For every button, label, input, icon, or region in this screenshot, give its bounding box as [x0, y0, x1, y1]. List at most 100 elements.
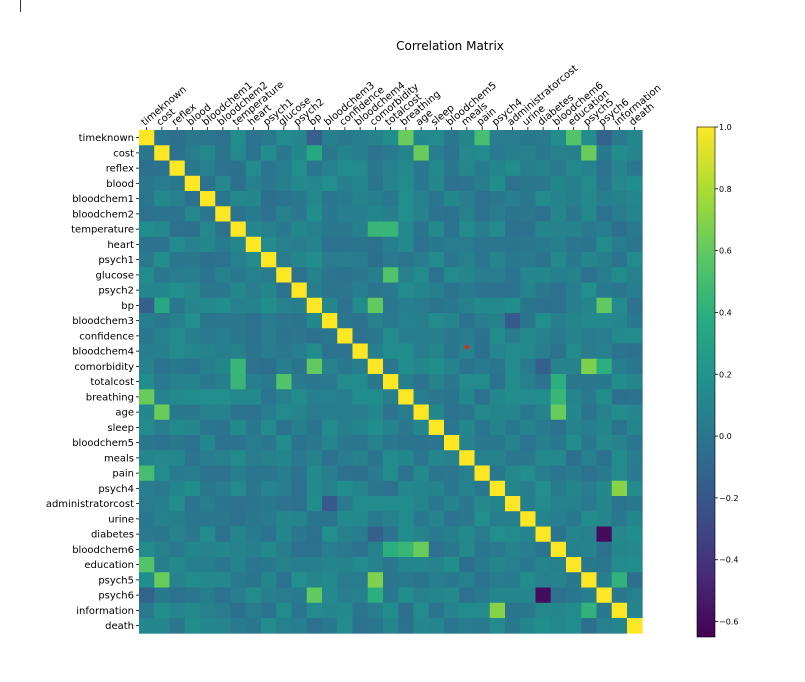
heatmap-cell: [322, 343, 338, 360]
heatmap-cell: [306, 404, 323, 421]
heatmap-cell: [474, 496, 491, 512]
heatmap-cell: [200, 374, 216, 390]
heatmap-cell: [322, 572, 338, 588]
heatmap-cell: [398, 404, 414, 421]
heatmap-cell: [306, 282, 323, 299]
heatmap-cell: [337, 328, 353, 344]
heatmap-cell: [505, 267, 521, 283]
heatmap-cell: [627, 145, 643, 161]
heatmap-cell: [245, 175, 262, 192]
heatmap-cell: [398, 252, 414, 268]
heatmap-cell: [474, 465, 491, 482]
heatmap-cell: [322, 236, 338, 253]
heatmap-cell: [383, 267, 399, 283]
heatmap-cell: [306, 175, 323, 192]
heatmap-cell: [413, 130, 430, 146]
heatmap-cell: [276, 587, 292, 604]
heatmap-cell: [367, 130, 384, 146]
heatmap-cell: [520, 557, 536, 573]
heatmap-cell: [139, 343, 155, 360]
heatmap-cell: [520, 175, 536, 192]
row-label: sleep: [107, 423, 134, 434]
heatmap-cell: [337, 511, 353, 527]
heatmap-cell: [611, 465, 628, 482]
heatmap-cell: [215, 191, 231, 207]
heatmap-cell: [505, 389, 521, 405]
heatmap-cell: [444, 572, 460, 588]
heatmap-cell: [306, 541, 323, 558]
row-label: bloodchem3: [72, 316, 134, 327]
heatmap-cell: [367, 389, 384, 405]
heatmap-cell: [627, 496, 643, 512]
heatmap-cell: [367, 618, 384, 634]
heatmap-cell: [306, 419, 323, 436]
heatmap-cell: [169, 389, 186, 405]
heatmap-cell: [352, 465, 369, 482]
heatmap-cell: [550, 587, 567, 604]
heatmap-cell: [596, 526, 613, 543]
heatmap-cell: [611, 313, 628, 329]
heatmap-cell: [398, 358, 414, 375]
heatmap-cell: [169, 572, 186, 588]
heatmap-cell: [184, 526, 201, 543]
heatmap-cell: [276, 313, 292, 329]
heatmap-cell: [505, 297, 521, 314]
heatmap-cell: [230, 328, 247, 344]
heatmap-cell: [474, 541, 491, 558]
heatmap-cell: [184, 419, 201, 436]
heatmap-cell: [383, 313, 399, 329]
heatmap-cell: [413, 480, 430, 497]
heatmap-cell: [291, 267, 308, 283]
heatmap-cell: [428, 191, 445, 207]
heatmap-cell: [596, 419, 613, 436]
heatmap-cell: [596, 313, 613, 329]
heatmap-cell: [139, 389, 155, 405]
heatmap-cell: [383, 465, 399, 482]
red-dot-marker: [464, 344, 470, 350]
heatmap-cell: [352, 557, 369, 573]
heatmap-cell: [245, 450, 262, 466]
heatmap-cell: [596, 602, 613, 619]
heatmap-cell: [383, 297, 399, 314]
heatmap-cell: [428, 480, 445, 497]
column-labels: timeknowncostreflexbloodbloodchem1bloodc…: [139, 63, 664, 130]
heatmap-cell: [215, 358, 231, 375]
heatmap-cell: [276, 480, 292, 497]
heatmap-cell: [550, 511, 567, 527]
heatmap-cell: [276, 343, 292, 360]
heatmap-cell: [520, 252, 536, 268]
heatmap-cell: [367, 450, 384, 466]
heatmap-cell: [398, 236, 414, 253]
heatmap-cell: [367, 145, 384, 161]
heatmap-cell: [413, 252, 430, 268]
heatmap-cell: [566, 618, 582, 634]
heatmap-cell: [184, 267, 201, 283]
heatmap-cell: [352, 297, 369, 314]
heatmap-cell: [230, 496, 247, 512]
heatmap-cell: [596, 465, 613, 482]
heatmap-cell: [581, 587, 597, 604]
heatmap-cell: [245, 328, 262, 344]
heatmap-cell: [520, 450, 536, 466]
heatmap-cell: [444, 175, 460, 192]
heatmap-cell: [261, 435, 277, 451]
heatmap-cell: [169, 602, 186, 619]
heatmap-cell: [398, 221, 414, 238]
heatmap-cell: [352, 206, 369, 222]
heatmap-cell: [200, 221, 216, 238]
heatmap-cell: [535, 526, 552, 543]
row-label: psych5: [98, 575, 134, 586]
heatmap-cell: [383, 404, 399, 421]
row-label: bloodchem4: [72, 347, 134, 358]
colorbar: 1.0 0.8 0.6 0.4 0.2 0.0 −0.2 −0.4 −0.6: [696, 123, 738, 638]
heatmap-cell: [154, 587, 170, 604]
heatmap-cell: [550, 282, 567, 299]
heatmap-cell: [398, 541, 414, 558]
heatmap-cell: [200, 450, 216, 466]
heatmap-cell: [215, 236, 231, 253]
heatmap-cell: [306, 130, 323, 146]
heatmap-cell: [261, 572, 277, 588]
heatmap-cell: [581, 191, 597, 207]
heatmap-cell: [200, 404, 216, 421]
heatmap-cell: [337, 419, 353, 436]
